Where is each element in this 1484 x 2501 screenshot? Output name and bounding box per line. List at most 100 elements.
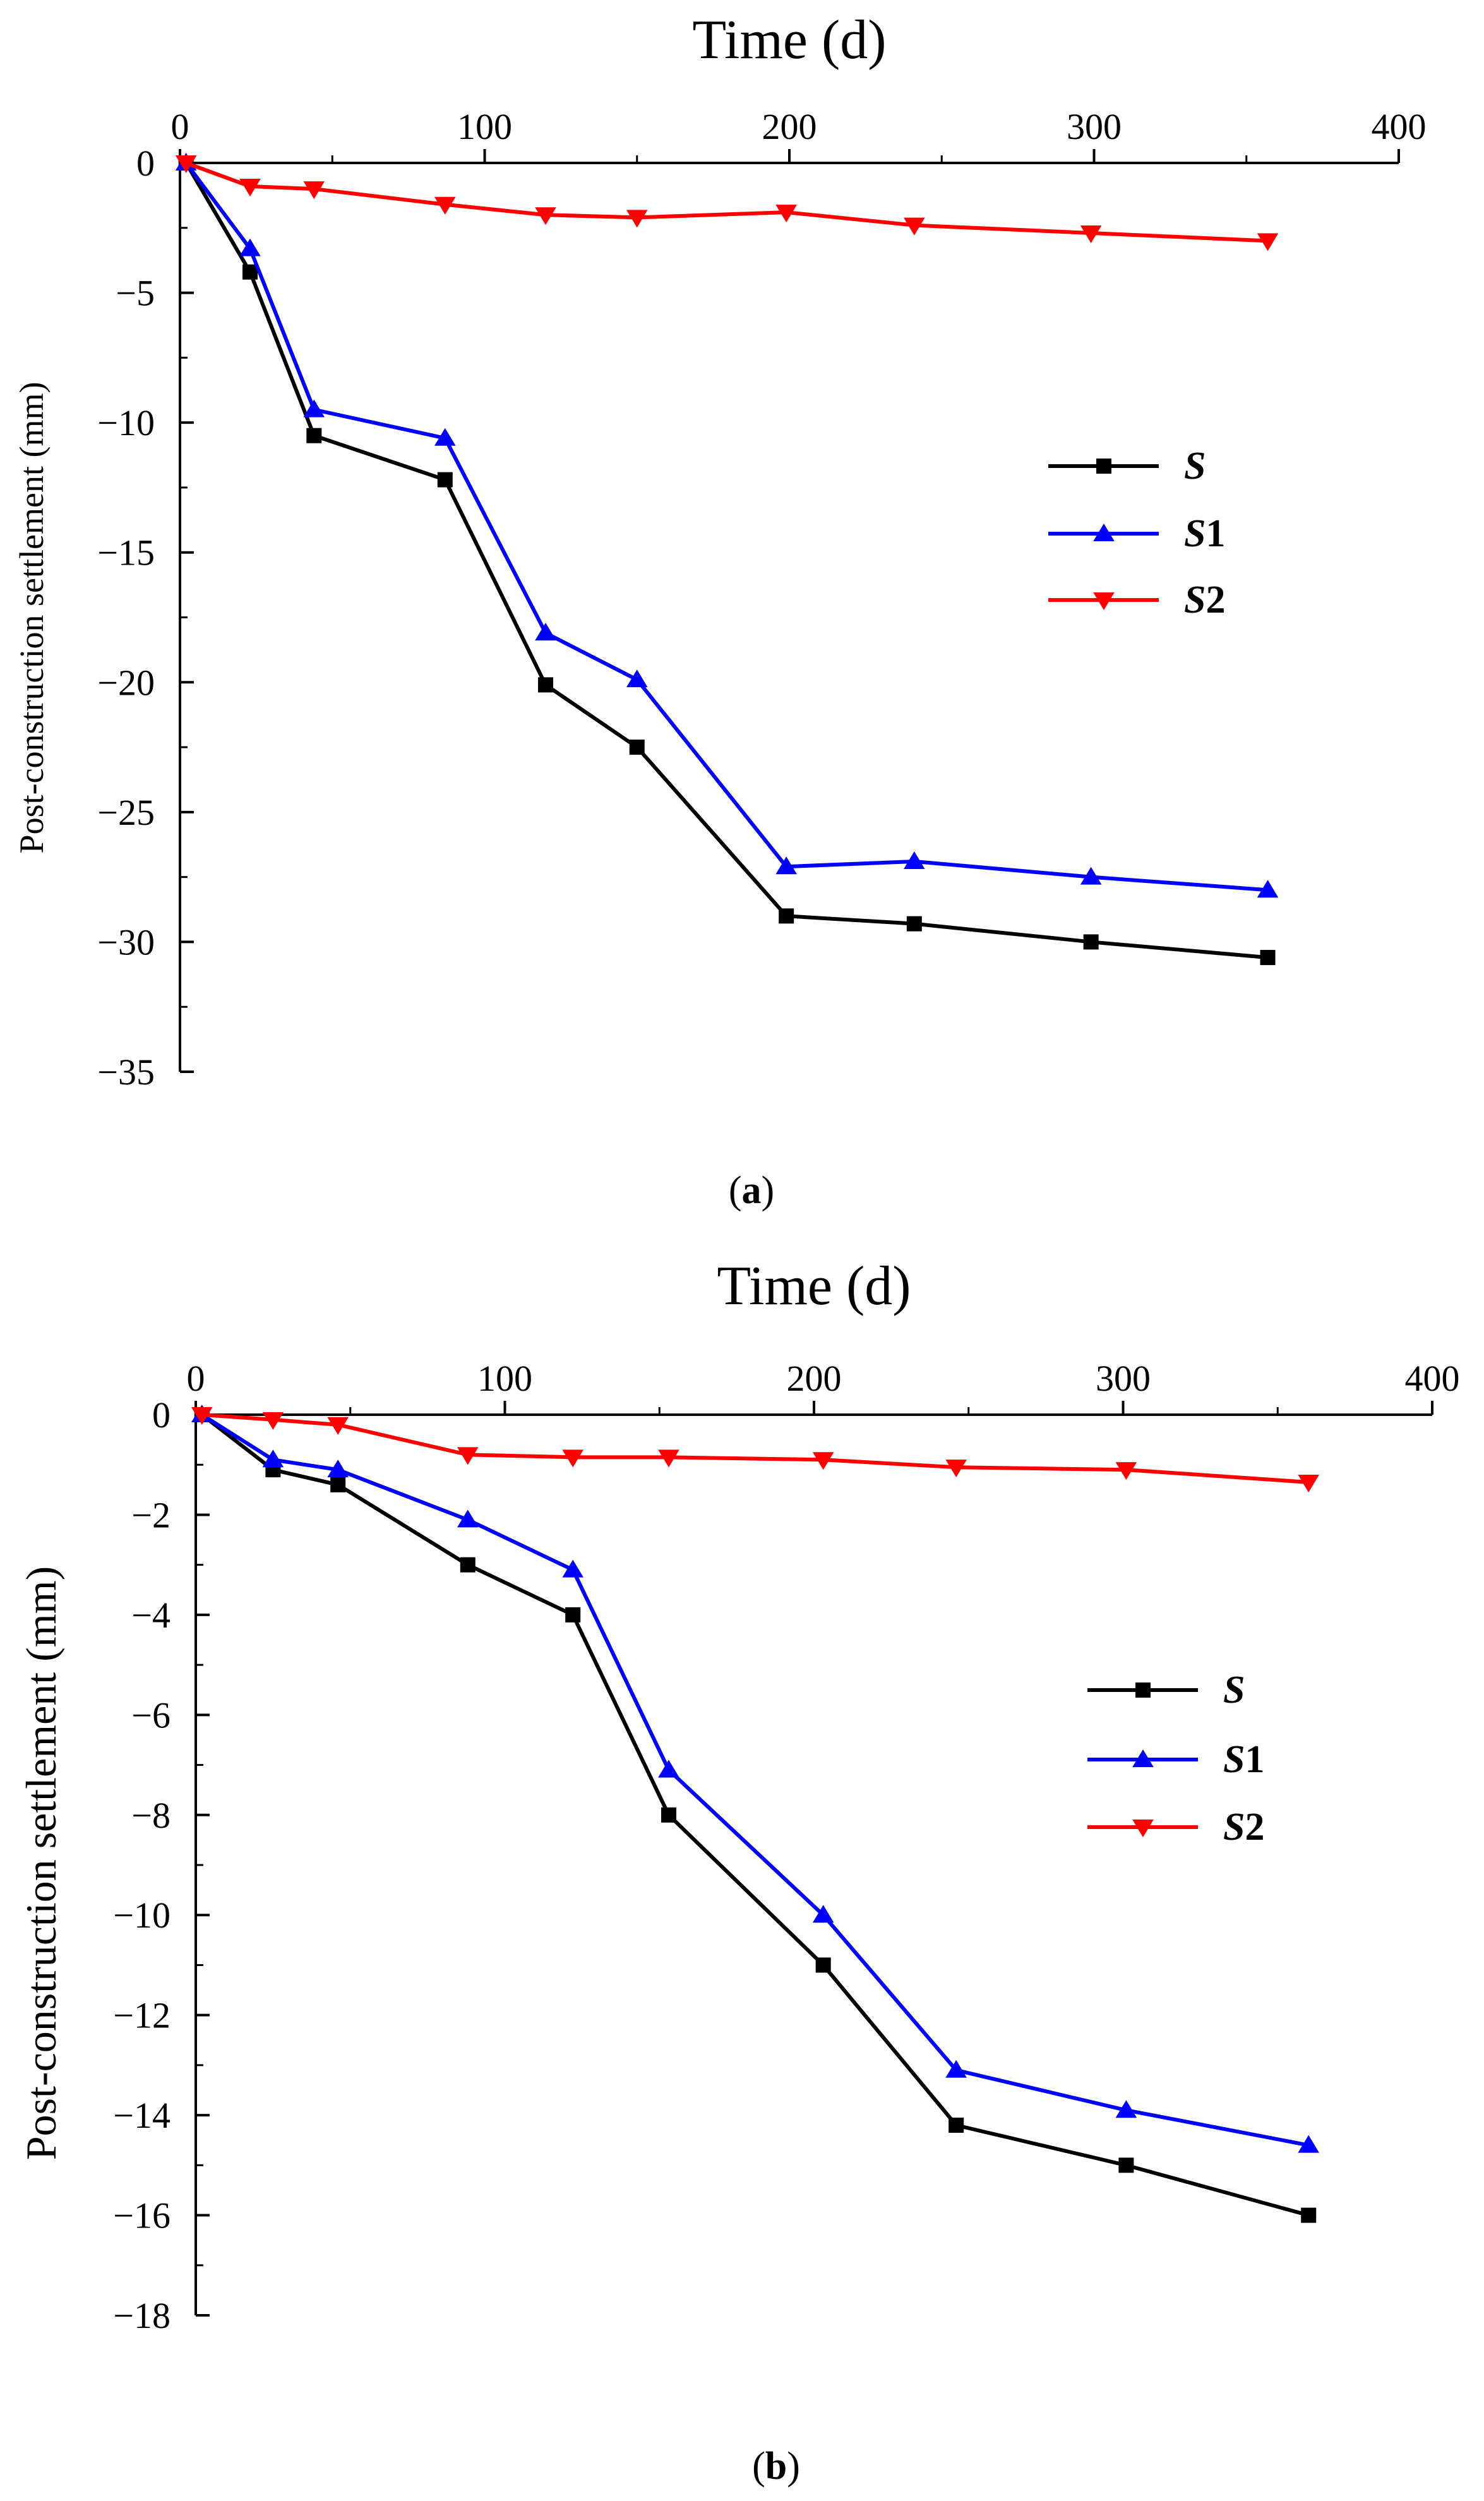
x-tick-label: 300: [1096, 1358, 1151, 1399]
data-point-S2: [191, 1407, 213, 1425]
data-point-S: [306, 428, 322, 443]
x-tick-label: 400: [1372, 106, 1427, 147]
series-line-S: [200, 1413, 1309, 2217]
data-point-S1: [327, 1460, 349, 1478]
y-tick-label: −5: [116, 273, 155, 314]
data-point-S1: [945, 2060, 967, 2078]
data-point-S: [330, 1477, 346, 1492]
series-S2: [175, 155, 1279, 251]
data-point-S2: [658, 1449, 679, 1468]
data-point-S2: [535, 207, 556, 225]
legend-marker-S2: [1093, 592, 1115, 610]
legend-marker-S: [1135, 1682, 1151, 1698]
data-point-S1: [626, 669, 648, 688]
y-tick-label: −35: [97, 1052, 155, 1093]
figure-caption: (b): [752, 2445, 800, 2488]
data-point-S2: [327, 1417, 349, 1435]
data-point-S1: [812, 1905, 834, 1923]
legend-marker-S1: [1132, 1749, 1154, 1767]
data-point-S2: [1298, 1474, 1319, 1492]
y-tick-label: −10: [113, 1895, 171, 1936]
data-point-S2: [175, 155, 197, 173]
legend-label-S1: S1: [1184, 512, 1225, 555]
x-tick-label: 100: [477, 1358, 532, 1399]
data-point-S: [629, 740, 645, 755]
legend-label-S2: S2: [1184, 579, 1225, 621]
x-tick-label: 200: [787, 1358, 842, 1399]
data-point-S2: [434, 196, 456, 215]
y-tick-label: −14: [113, 2095, 171, 2136]
data-point-S1: [434, 428, 456, 446]
y-tick-label: −30: [97, 921, 155, 963]
y-tick-label: 0: [152, 1394, 171, 1436]
series-S2: [191, 1407, 1319, 1492]
x-tick-label: 300: [1067, 106, 1122, 147]
data-point-S2: [1257, 233, 1279, 251]
legend: S S1 S2: [1087, 1669, 1264, 1849]
y-tick-label: −12: [113, 1995, 171, 2036]
data-point-S: [948, 2117, 964, 2133]
legend-marker-S1: [1093, 524, 1115, 541]
data-point-S2: [239, 179, 261, 197]
data-point-S1: [658, 1760, 679, 1778]
data-point-S2: [1080, 225, 1102, 244]
series-line-S1: [184, 162, 1268, 892]
data-point-S1: [1115, 2100, 1137, 2118]
data-point-S: [242, 264, 258, 280]
series-line-S2: [201, 1413, 1309, 1484]
y-tick-label: −2: [131, 1494, 171, 1535]
y-tick-label: −8: [131, 1795, 171, 1836]
series-S: [194, 1407, 1317, 2223]
figure-caption: (a): [729, 1169, 774, 1212]
data-point-S: [779, 908, 794, 924]
x-axis-title: Time (d): [692, 9, 886, 71]
y-tick-label: −15: [97, 532, 155, 573]
data-point-S: [538, 677, 553, 693]
data-point-S2: [1115, 1462, 1137, 1480]
legend-label-S2: S2: [1223, 1806, 1264, 1849]
data-point-S: [815, 1957, 831, 1973]
data-point-S1: [562, 1559, 583, 1578]
legend: S S1 S2: [1048, 445, 1225, 621]
data-point-S2: [562, 1449, 583, 1468]
data-point-S: [1118, 2157, 1134, 2173]
data-point-S: [565, 1607, 581, 1622]
y-tick-label: 0: [136, 143, 155, 184]
data-point-S1: [904, 851, 925, 869]
y-axis-title: Post-construction settlement (mm): [13, 382, 51, 854]
x-tick-label: 200: [762, 106, 817, 147]
legend-marker-S: [1096, 459, 1111, 474]
data-point-S2: [457, 1447, 479, 1465]
data-point-S1: [262, 1449, 284, 1468]
data-point-S1: [1257, 880, 1279, 898]
data-point-S: [906, 916, 922, 932]
data-point-S1: [1298, 2135, 1319, 2153]
y-tick-label: −16: [113, 2195, 171, 2236]
data-point-S: [460, 1557, 476, 1573]
data-point-S: [661, 1807, 676, 1823]
legend-label-S: S: [1184, 445, 1206, 488]
series-S1: [175, 153, 1279, 898]
y-tick-label: −25: [97, 792, 155, 833]
series-line-S2: [185, 161, 1268, 243]
y-axis-title: Post-construction settlement (mm): [17, 1566, 65, 2161]
data-point-S: [1260, 950, 1276, 966]
data-point-S1: [303, 399, 325, 417]
chart-b: 0 100 200 300 400 0 −2 −4 −6 −8 −10 −12 −14 −16 −18 Tim…: [17, 1256, 1460, 2488]
data-point-S2: [303, 181, 325, 200]
x-tick-label: 0: [187, 1358, 205, 1399]
data-point-S2: [775, 205, 797, 223]
chart-a: 0 100 200 300 400 0 −5 −10 −15 −20 −25 −30 −35 Time (…: [13, 9, 1427, 1212]
data-point-S2: [945, 1460, 967, 1478]
x-tick-label: 0: [171, 106, 189, 147]
data-point-S: [1301, 2207, 1317, 2223]
data-point-S2: [904, 217, 925, 236]
data-point-S2: [812, 1452, 834, 1470]
y-tick-label: −6: [131, 1694, 171, 1736]
data-point-S1: [457, 1509, 479, 1528]
y-tick-label: −4: [131, 1595, 171, 1636]
data-point-S1: [239, 238, 261, 256]
data-point-S1: [775, 856, 797, 875]
x-tick-label: 100: [457, 106, 512, 147]
